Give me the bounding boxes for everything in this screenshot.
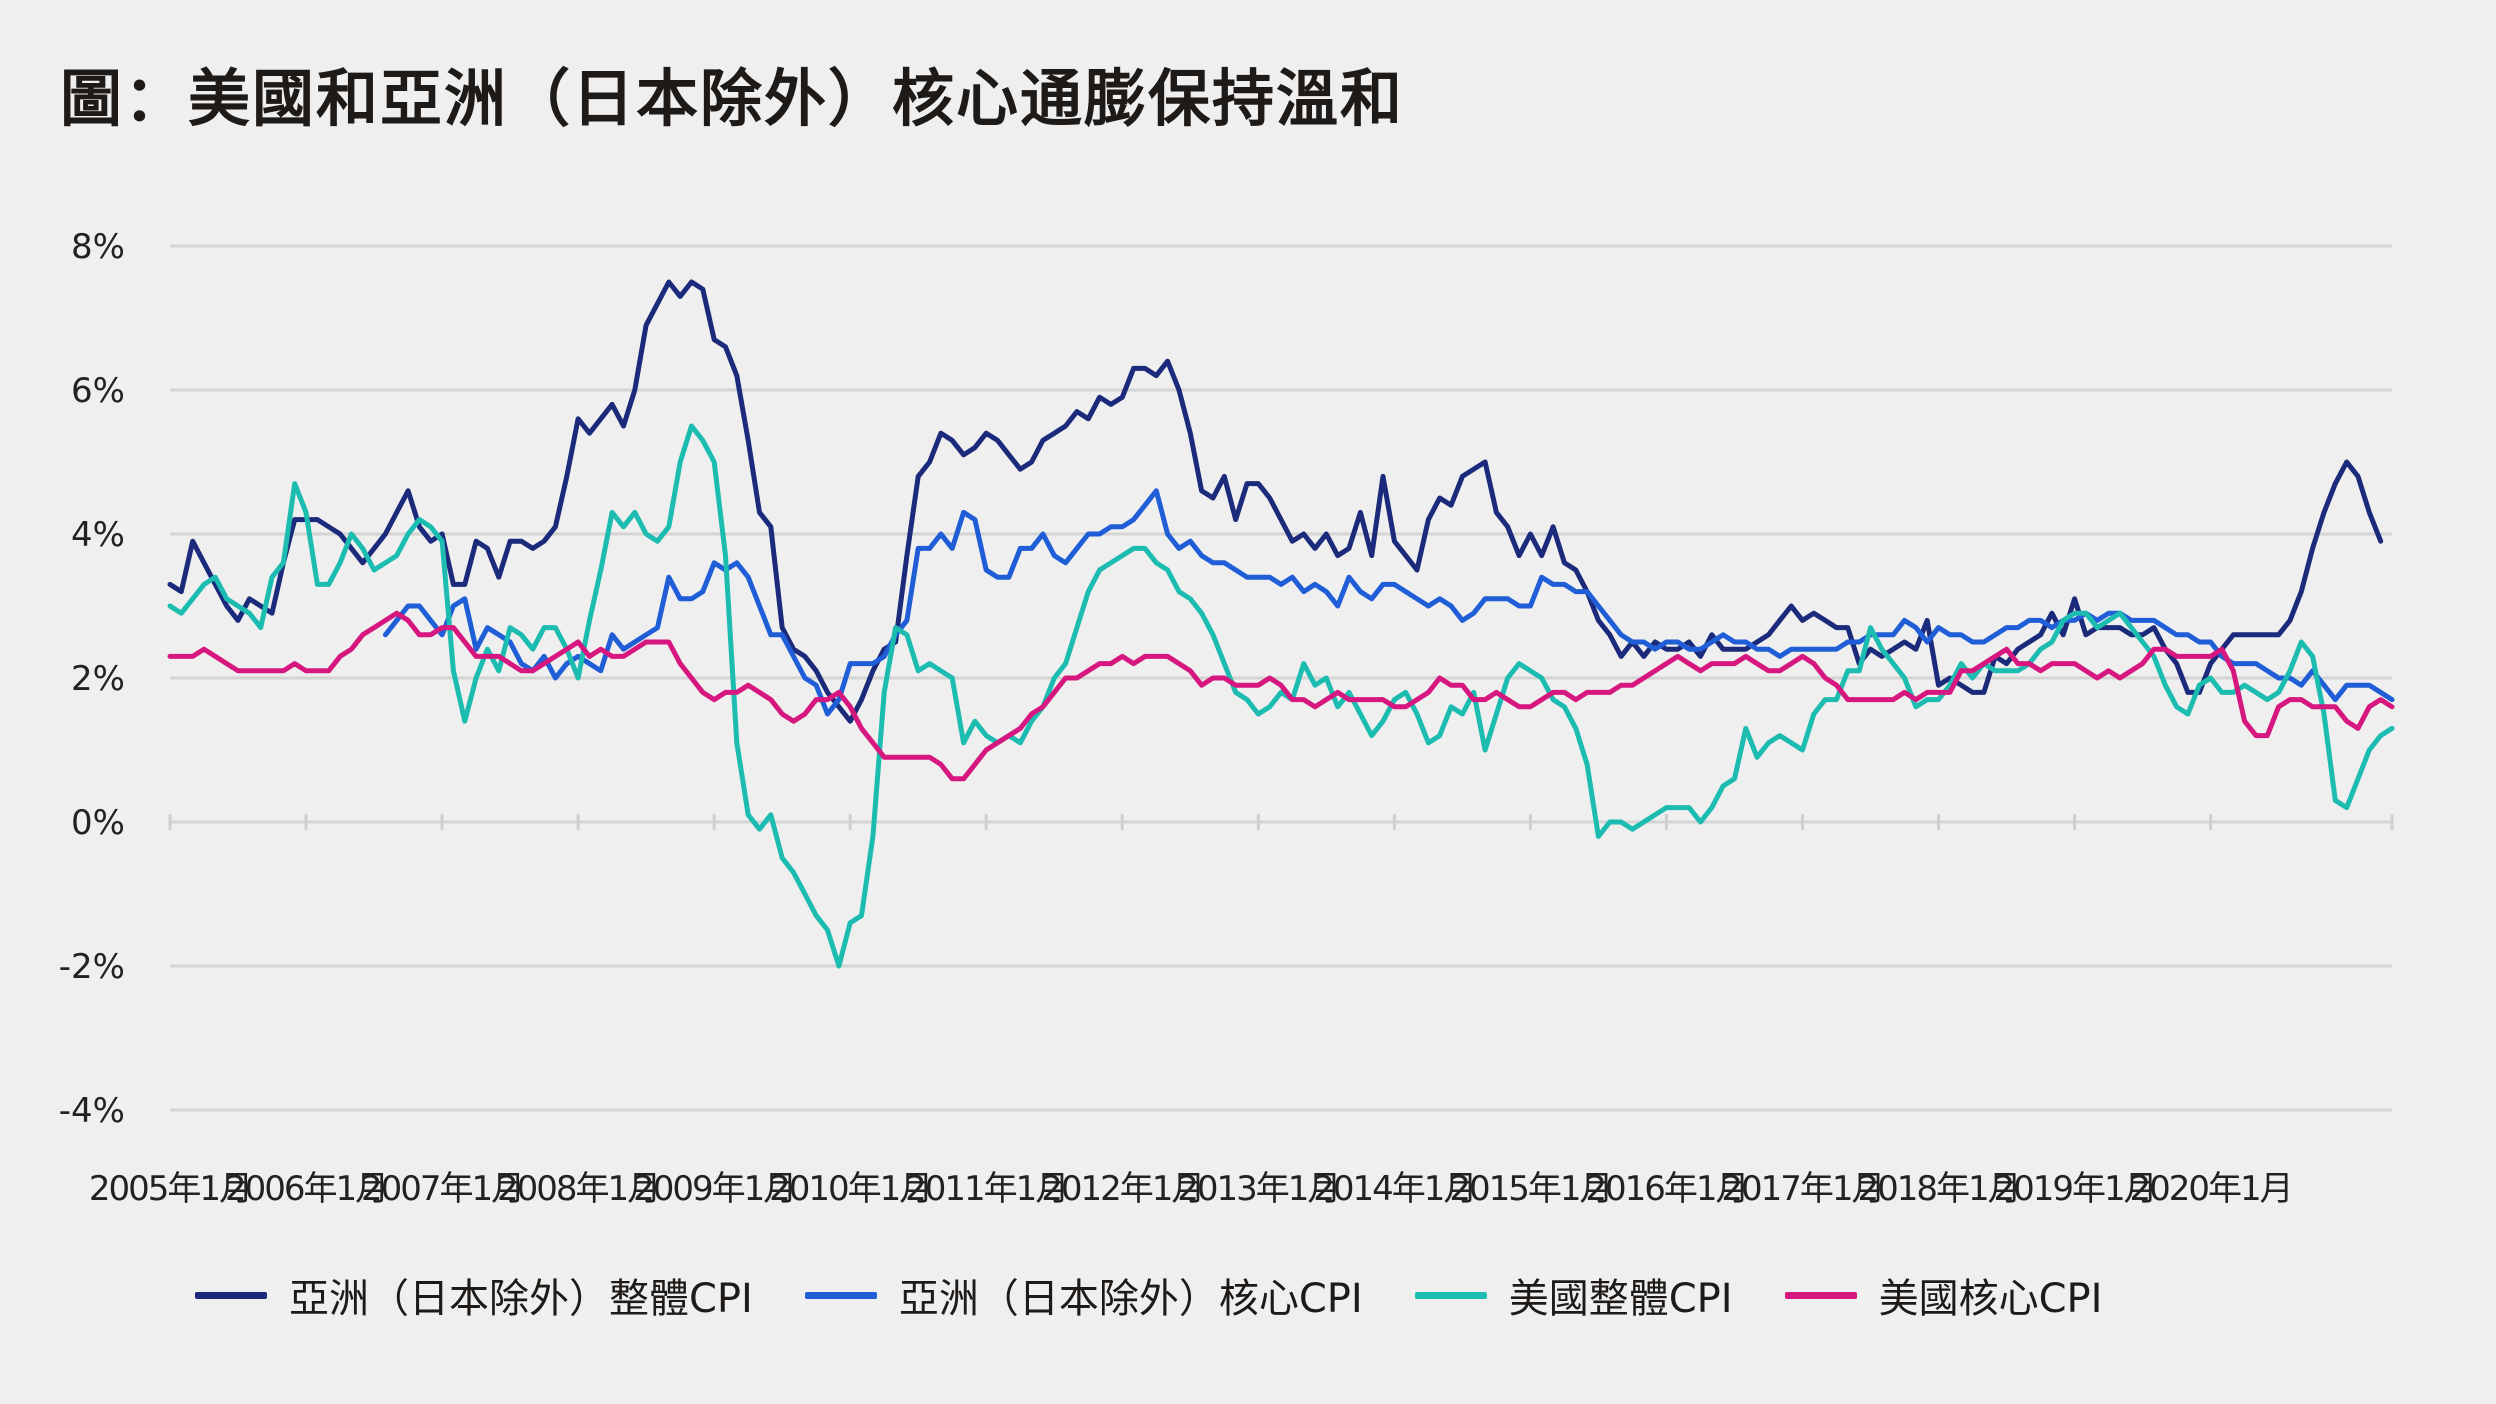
y-tick-label: 4% bbox=[71, 515, 125, 555]
series-line bbox=[167, 423, 2395, 969]
y-tick-label: 6% bbox=[71, 371, 125, 411]
x-tick-label: 2010年1月 bbox=[769, 1169, 931, 1209]
legend-label: 亞洲（日本除外）核心CPI bbox=[898, 1276, 1363, 1322]
y-tick-label: -4% bbox=[59, 1091, 125, 1131]
legend: 亞洲（日本除外）整體CPI 亞洲（日本除外）核心CPI 美國整體CPI 美國核心CPI bbox=[195, 1266, 2154, 1324]
legend-swatch bbox=[1784, 1291, 1857, 1299]
legend-item: 亞洲（日本除外）整體CPI bbox=[195, 1266, 753, 1324]
x-tick-label: 2014年1月 bbox=[1313, 1169, 1475, 1209]
legend-label: 亞洲（日本除外）整體CPI bbox=[289, 1276, 753, 1322]
legend-label: 美國整體CPI bbox=[1508, 1276, 1733, 1322]
x-tick-label: 2017年1月 bbox=[1721, 1169, 1883, 1209]
x-tick-label: 2008年1月 bbox=[497, 1169, 659, 1209]
x-tick-label: 2018年1月 bbox=[1857, 1169, 2019, 1209]
legend-swatch bbox=[1414, 1291, 1487, 1299]
x-tick-label: 2019年1月 bbox=[1993, 1169, 2155, 1209]
legend-item: 美國整體CPI bbox=[1414, 1266, 1733, 1324]
y-tick-label: 0% bbox=[71, 803, 125, 843]
x-tick-label: 2006年1月 bbox=[225, 1169, 387, 1209]
series-line bbox=[382, 488, 2395, 717]
x-tick-label: 2013年1月 bbox=[1177, 1169, 1339, 1209]
legend-item: 亞洲（日本除外）核心CPI bbox=[804, 1266, 1363, 1324]
y-axis-tick-labels: 8% 6% 4% 2% 0% -2% -4% bbox=[59, 227, 125, 1131]
legend-swatch bbox=[804, 1291, 877, 1299]
legend-label: 美國核心CPI bbox=[1878, 1276, 2103, 1322]
x-tick-label: 2011年1月 bbox=[905, 1169, 1067, 1209]
series-line bbox=[167, 610, 2395, 782]
y-tick-label: 2% bbox=[71, 659, 125, 699]
legend-item: 美國核心CPI bbox=[1784, 1266, 2103, 1324]
x-tick-label: 2009年1月 bbox=[633, 1169, 795, 1209]
x-tick-label: 2005年1月 bbox=[89, 1169, 251, 1209]
gridlines bbox=[168, 244, 2394, 1112]
y-tick-label: 8% bbox=[71, 227, 125, 267]
x-tick-label: 2020年1月 bbox=[2130, 1169, 2292, 1209]
x-tick-label: 2012年1月 bbox=[1041, 1169, 1203, 1209]
y-tick-label: -2% bbox=[59, 947, 125, 987]
legend-swatch bbox=[195, 1291, 267, 1299]
series-lines bbox=[167, 279, 2395, 969]
x-tick-label: 2007年1月 bbox=[361, 1169, 523, 1209]
x-axis-tick-labels: 2005年1月2006年1月2007年1月2008年1月2009年1月2010年… bbox=[89, 1169, 2294, 1209]
x-tick-label: 2015年1月 bbox=[1449, 1169, 1611, 1209]
x-tick-label: 2016年1月 bbox=[1585, 1169, 1747, 1209]
chart-title: 圖：美國和亞洲（日本除外）核心通膨保持溫和 bbox=[60, 62, 1405, 135]
